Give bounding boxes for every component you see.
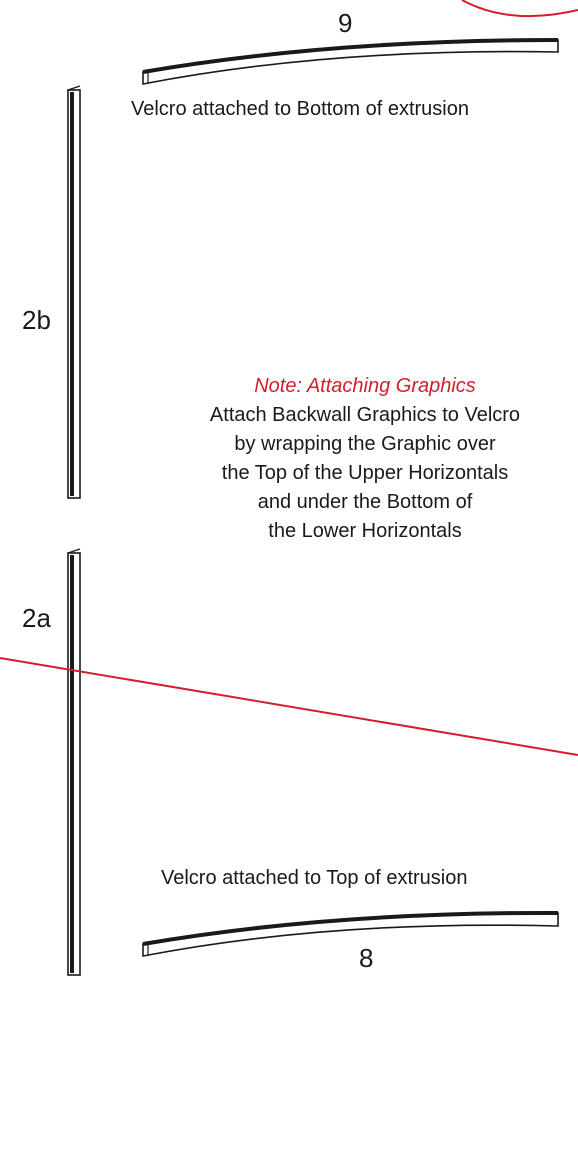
note-line: Attach Backwall Graphics to Velcro (209, 404, 521, 426)
bottom-velcro-note: Velcro attached to Top of extrusion (161, 867, 468, 889)
part-number-2b: 2b (22, 305, 51, 335)
note-line: the Top of the Upper Horizontals (221, 462, 509, 484)
red-callout-arc (461, 0, 578, 18)
horizontal-extrusion-9 (142, 38, 559, 85)
top-velcro-note: Velcro attached to Bottom of extrusion (131, 98, 469, 120)
part-number-2a: 2a (22, 603, 51, 633)
upright-2b (67, 85, 81, 499)
upright-2a (67, 548, 81, 976)
graphics-attachment-note: Note: Attaching Graphics Attach Backwall… (165, 372, 565, 546)
part-number-8: 8 (359, 943, 374, 973)
note-line: by wrapping the Graphic over (234, 433, 496, 455)
part-number-9: 9 (338, 8, 353, 38)
note-title: Note: Attaching Graphics (254, 375, 476, 397)
red-diagonal-line (0, 657, 578, 756)
note-line: the Lower Horizontals (268, 520, 462, 542)
horizontal-extrusion-8 (142, 910, 559, 957)
note-line: and under the Bottom of (257, 491, 473, 513)
